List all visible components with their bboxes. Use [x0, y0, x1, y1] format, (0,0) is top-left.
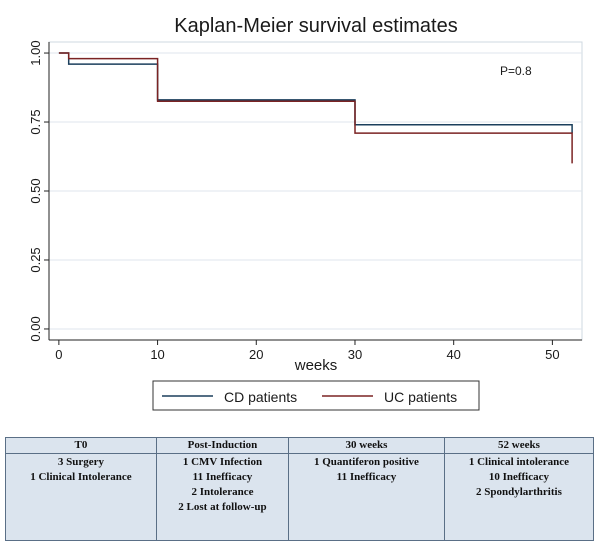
- column-header-30-weeks: 30 weeks: [288, 437, 445, 454]
- x-axis-label: weeks: [294, 357, 338, 374]
- cell-line: 11 Inefficacy: [192, 471, 253, 483]
- cell-line: 11 Inefficacy: [336, 471, 397, 483]
- legend-label-uc: UC patients: [384, 389, 457, 405]
- cell-line: 10 Inefficacy: [488, 471, 550, 483]
- x-tick-label: 40: [446, 347, 460, 362]
- dropout-table: T0 Post-Induction 30 weeks 52 weeks 3 Su…: [5, 437, 595, 541]
- x-tick-label: 30: [348, 347, 362, 362]
- y-tick-label: 0.50: [28, 178, 43, 203]
- table-row: 3 Surgery 1 Clinical Intolerance 1 CMV I…: [5, 453, 595, 541]
- x-tick-label: 20: [249, 347, 263, 362]
- table-cell-30-weeks: 1 Quantiferon positive 11 Inefficacy: [288, 453, 445, 541]
- y-tick-label: 0.25: [28, 247, 43, 272]
- legend-label-cd: CD patients: [224, 389, 297, 405]
- y-tick-label: 0.75: [28, 109, 43, 134]
- chart-title: Kaplan-Meier survival estimates: [174, 15, 457, 37]
- x-tick-label: 10: [150, 347, 164, 362]
- cell-line: 2 Intolerance: [191, 486, 254, 498]
- cell-line: 1 CMV Infection: [182, 456, 263, 468]
- column-header-post-induction: Post-Induction: [155, 437, 290, 454]
- table-cell-52-weeks: 1 Clinical intolerance 10 Inefficacy 2 S…: [443, 453, 595, 541]
- x-tick-label: 0: [55, 347, 62, 362]
- cell-line: 1 Quantiferon positive: [314, 456, 419, 468]
- x-axis: 0 10 20 30 40 50: [49, 339, 582, 362]
- cell-line: 3 Surgery: [57, 456, 104, 468]
- chart-panel: Kaplan-Meier survival estimates 0.00 0.25…: [28, 15, 583, 411]
- cell-line: 2 Lost at follow-up: [178, 501, 267, 513]
- table-cell-post-induction: 1 CMV Infection 11 Inefficacy 2 Intolera…: [155, 453, 290, 541]
- x-tick-label: 50: [545, 347, 559, 362]
- column-header-t0: T0: [5, 437, 157, 454]
- table-cell-t0: 3 Surgery 1 Clinical Intolerance: [5, 453, 157, 541]
- survival-curves: [58, 52, 573, 164]
- grid-lines: [49, 52, 582, 330]
- cell-line: 1 Clinical Intolerance: [30, 471, 132, 483]
- series-line-uc: [58, 52, 573, 164]
- column-header-52-weeks: 52 weeks: [443, 437, 595, 454]
- y-tick-label: 0.00: [28, 316, 43, 341]
- table-header-row: T0 Post-Induction 30 weeks 52 weeks: [5, 437, 595, 454]
- cell-line: 2 Spondylarthritis: [475, 486, 562, 498]
- cell-line: 1 Clinical intolerance: [468, 456, 570, 468]
- y-axis: 0.00 0.25 0.50 0.75 1.00: [28, 40, 50, 342]
- y-tick-label: 1.00: [28, 40, 43, 65]
- km-plot: Kaplan-Meier survival estimates 0.00 0.25…: [28, 15, 583, 411]
- p-value-annotation: P=0.8: [500, 64, 532, 78]
